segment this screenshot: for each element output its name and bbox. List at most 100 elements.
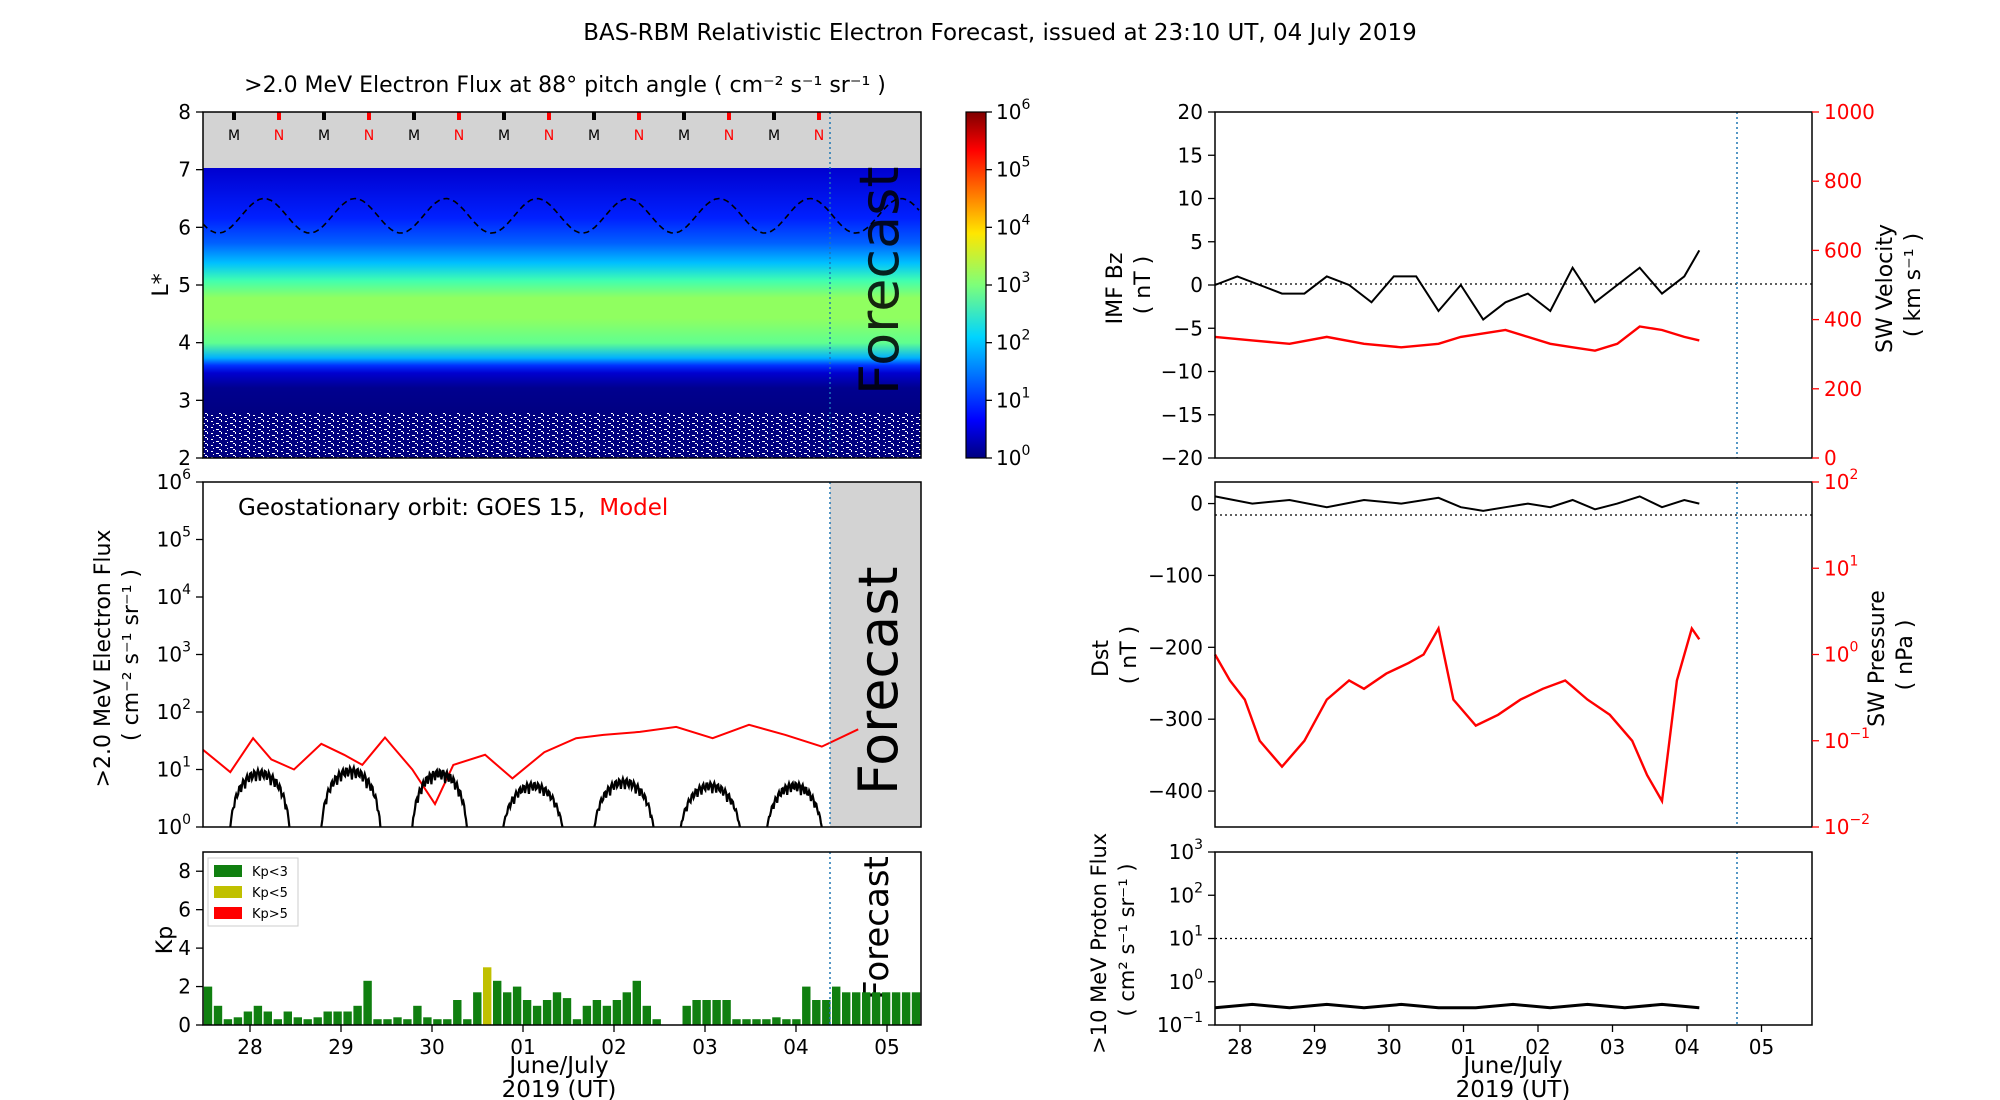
kp-bar [283,1011,292,1025]
kp-bar [632,980,641,1025]
dst-ylabel-line2: ( nT ) [1117,626,1142,685]
y-tick-label: 4 [178,936,191,960]
colorbar-tick-label: 103 [996,270,1030,297]
colorbar-tick-label: 101 [996,385,1030,412]
kp-legend-olive-swatch [214,886,242,898]
dst-panel: −400 −300 −200 −100 0 10−2 10−1 100 101 102 Dst … [1089,467,1918,839]
sw-velocity-ylabel-line1: SW Velocity [1873,224,1898,353]
y-tick-label: 3 [178,388,191,412]
y-tick-label: 10−1 [1824,726,1870,753]
goes-flux-segment [766,779,823,828]
figure-title: BAS-RBM Relativistic Electron Forecast, … [583,20,1417,46]
kp-bar [263,1011,272,1025]
kp-legend-green-swatch [214,865,242,877]
kp-bar [742,1019,751,1025]
proton-marks [1214,1002,1700,1010]
kp-bar [503,992,512,1025]
kp-bar [303,1019,312,1025]
kp-bar [682,1005,691,1025]
proton-y-axis: 10−1 100 101 102 103 [1157,837,1215,1037]
goes-flux-segment [229,765,291,828]
mlt-marker-label: M [498,128,510,144]
kp-bar [812,1000,821,1025]
sw-pressure-ylabel-line2: ( nPa ) [1893,620,1918,691]
y-tick-label: 6 [178,898,191,922]
kp-bar [832,986,841,1025]
proton-panel: 10−1 100 101 102 103 >10 MeV Proton Flux ( c… [1087,833,1813,1054]
geo-legend: Geostationary orbit: GOES 15, Model [238,495,668,521]
colorbar-tick-label: 105 [996,155,1030,182]
x-tick-label: 28 [1227,1035,1252,1059]
y-tick-label: 102 [1169,880,1203,907]
x-tick-label: 05 [1749,1035,1774,1059]
kp-bar [253,1005,263,1025]
y-tick-label: 400 [1824,308,1862,332]
y-tick-label: 5 [178,273,191,297]
y-tick-label: 4 [178,331,191,355]
y-tick-label: 101 [1824,553,1858,580]
kp-bar [822,1000,831,1025]
left-xlabel-line2: 2019 (UT) [502,1077,617,1100]
dst-ylabel-line1: Dst [1089,640,1114,677]
mlt-marker-label: N [364,128,374,144]
kp-bar [203,986,213,1025]
y-tick-label: 1000 [1824,100,1875,124]
kp-bar [622,992,631,1025]
mlt-marker-label: N [544,128,554,144]
kp-bar [692,1000,701,1025]
y-tick-label: 101 [1169,924,1203,951]
y-tick-label: 15 [1178,143,1203,167]
x-tick-label: 29 [328,1035,353,1059]
geo-frame [202,481,922,828]
kp-bar [562,998,572,1025]
y-tick-label: 7 [178,158,191,182]
imf-ylabel-line2: ( nT ) [1131,256,1156,315]
kp-legend-label: Kp>5 [252,907,288,922]
colorbar-ticks: 100 101 102 103 104 105 106 [986,97,1030,470]
kp-bar [213,1005,223,1025]
imf-bz-line [1214,249,1701,322]
dst-marks [1213,495,1701,805]
magnetopause-line [202,197,920,234]
kp-bar [383,1019,392,1025]
left-x-axis: 28 29 30 01 02 03 04 05 [237,1025,900,1059]
kp-bar [473,992,482,1025]
geo-forecast-band [830,482,921,827]
mlt-marker-label: N [724,128,734,144]
y-tick-label: 20 [1178,100,1203,124]
kp-bar [702,1000,711,1025]
mlt-marker-label: M [588,128,600,144]
imf-panel: −20 −15 −10 −5 0 5 10 15 20 0 200 400 600 800 1000 IM… [1103,100,1926,470]
y-tick-label: 0 [1824,446,1837,470]
kp-bar [483,967,492,1025]
kp-bar [762,1019,771,1025]
dst-y-axis: −400 −300 −200 −100 0 [1148,492,1215,803]
x-tick-label: 02 [1525,1035,1550,1059]
kp-bar [293,1017,302,1025]
kp-bar [453,1000,462,1025]
flux-map-ylabel: L* [149,273,174,296]
y-tick-label: 102 [157,697,191,724]
imf-ylabel: IMF Bz ( nT ) [1103,246,1156,325]
x-tick-label: 29 [1302,1035,1327,1059]
mlt-marker-label: M [318,128,330,144]
y-tick-label: 105 [157,525,191,552]
mlt-marker-label: M [678,128,690,144]
kp-bar [373,1019,382,1025]
kp-bar [891,992,901,1025]
flux-map-y-axis: 2 3 4 5 6 7 8 [178,100,203,470]
kp-bar [752,1019,761,1025]
kp-bar [223,1019,233,1025]
y-tick-label: 2 [178,446,191,470]
sw-pressure-line [1213,625,1701,805]
dst-ylabel: Dst ( nT ) [1089,626,1142,685]
kp-bar [582,1005,592,1025]
geo-legend-prefix: Geostationary orbit: GOES 15, [238,495,585,521]
geo-ylabel: >2.0 MeV Electron Flux ( cm⁻² s⁻¹ sr⁻¹ ) [91,523,144,788]
x-tick-label: 03 [692,1035,717,1059]
kp-bar [772,1017,781,1025]
geo-flux-marks [202,723,859,828]
kp-bar [363,980,372,1025]
kp-bar [552,992,562,1025]
